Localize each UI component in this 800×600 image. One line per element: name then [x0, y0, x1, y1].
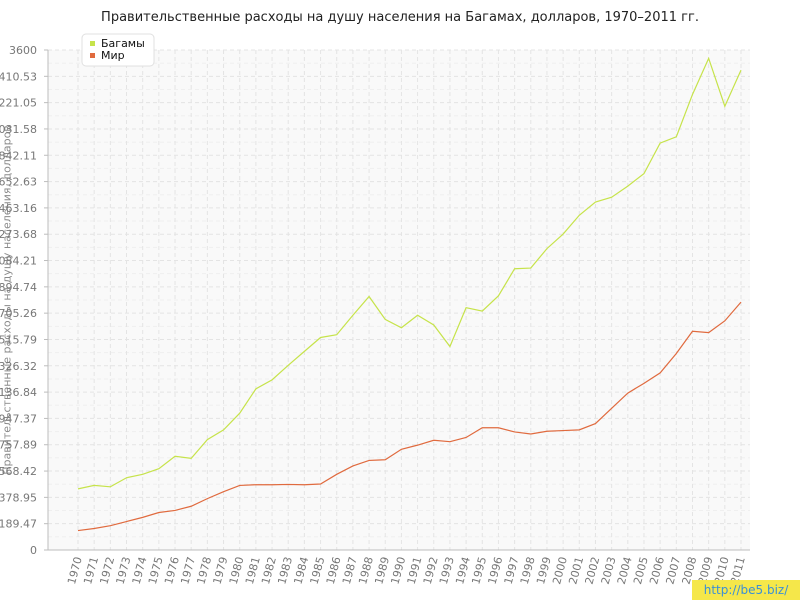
- y-tick-label: 3600: [9, 44, 37, 57]
- y-tick-label: 568.42: [0, 465, 37, 478]
- y-tick-label: 1326.32: [0, 360, 37, 373]
- y-tick-label: 2463.16: [0, 202, 37, 215]
- y-tick-label: 947.37: [0, 412, 37, 425]
- legend-label[interactable]: Багамы: [101, 37, 145, 50]
- series-line-0: [77, 56, 742, 490]
- y-tick-label: 757.89: [0, 439, 37, 452]
- axes: [47, 50, 750, 551]
- y-tick-label: 2273.68: [0, 228, 37, 241]
- chart-title: Правительственные расходы на душу населе…: [101, 10, 699, 25]
- y-tick-label: 3031.58: [0, 123, 37, 136]
- legend-box: [81, 33, 155, 67]
- y-tick-label: 189.47: [0, 518, 37, 531]
- y-tick-label: 378.95: [0, 491, 37, 504]
- y-tick-labels: 0 189.47 378.95 568.42 757.89 947.37 1136.84 13…: [0, 44, 48, 557]
- y-tick-label: 1894.74: [0, 281, 37, 294]
- watermark-link[interactable]: http://be5.biz/: [692, 580, 800, 600]
- series-lines: [77, 56, 742, 532]
- y-tick-label: 3410.53: [0, 70, 37, 83]
- y-tick-label: 1136.84: [0, 386, 37, 399]
- y-tick-label: 2842.11: [0, 149, 37, 162]
- y-tick-label: 2084.21: [0, 255, 37, 268]
- legend-swatch: [90, 41, 95, 46]
- y-tick-label: 1705.26: [0, 307, 37, 320]
- y-tick-label: 1515.79: [0, 333, 37, 346]
- x-tick-labels: 1970197119721973197419751976197719781979…: [65, 555, 748, 585]
- series-line-1: [77, 301, 742, 532]
- y-tick-label: 0: [30, 544, 37, 557]
- y-tick-label: 2652.63: [0, 176, 37, 189]
- y-tick-label: 3221.05: [0, 97, 37, 110]
- legend-label[interactable]: Мир: [101, 49, 125, 62]
- legend-swatch: [90, 53, 95, 58]
